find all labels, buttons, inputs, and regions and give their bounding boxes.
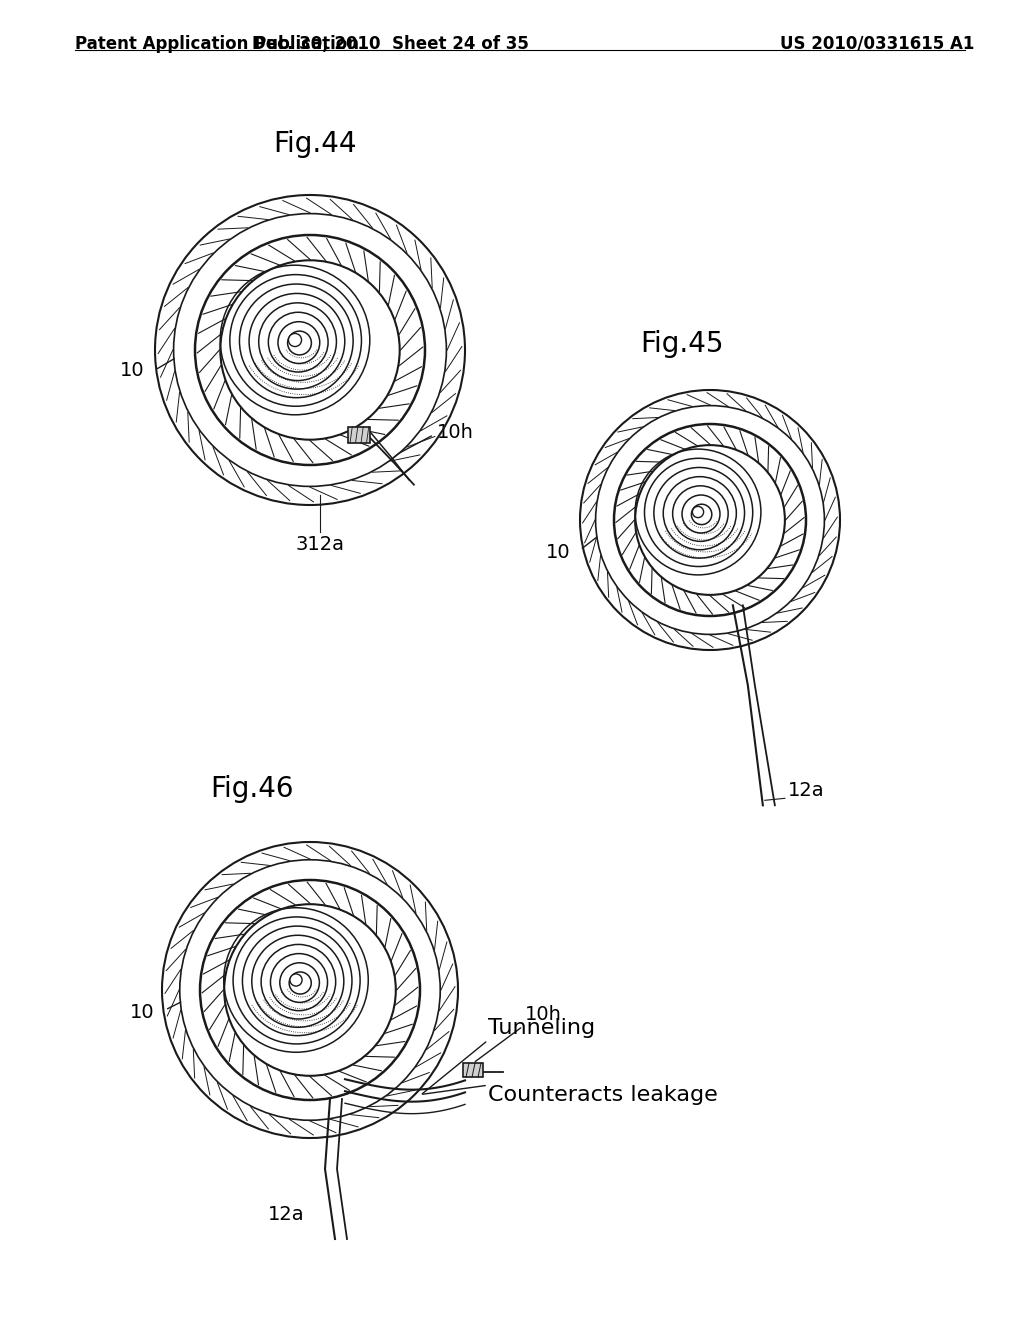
- Circle shape: [596, 407, 823, 634]
- Polygon shape: [348, 426, 370, 442]
- Text: 10: 10: [121, 360, 145, 380]
- Text: Counteracts leakage: Counteracts leakage: [488, 1085, 718, 1105]
- Circle shape: [289, 334, 301, 347]
- Text: US 2010/0331615 A1: US 2010/0331615 A1: [780, 36, 975, 53]
- Text: 10: 10: [546, 543, 570, 561]
- Text: 12a: 12a: [268, 1204, 305, 1224]
- Circle shape: [180, 861, 439, 1119]
- Text: 10h: 10h: [525, 1006, 562, 1024]
- Text: Tunneling: Tunneling: [488, 1018, 595, 1039]
- Text: Fig.46: Fig.46: [210, 775, 294, 803]
- Circle shape: [636, 446, 784, 594]
- Circle shape: [290, 974, 302, 986]
- Text: Fig.45: Fig.45: [640, 330, 724, 358]
- Text: 10h: 10h: [437, 424, 474, 442]
- Text: 312a: 312a: [296, 535, 344, 554]
- Text: Patent Application Publication: Patent Application Publication: [75, 36, 359, 53]
- Polygon shape: [463, 1063, 483, 1077]
- Text: Fig.44: Fig.44: [273, 129, 356, 158]
- Text: 12a: 12a: [787, 781, 824, 800]
- Text: Dec. 30, 2010  Sheet 24 of 35: Dec. 30, 2010 Sheet 24 of 35: [252, 36, 528, 53]
- Circle shape: [174, 214, 445, 486]
- Circle shape: [225, 906, 395, 1074]
- Text: 10: 10: [130, 1002, 155, 1022]
- Circle shape: [692, 507, 703, 517]
- Circle shape: [221, 261, 398, 438]
